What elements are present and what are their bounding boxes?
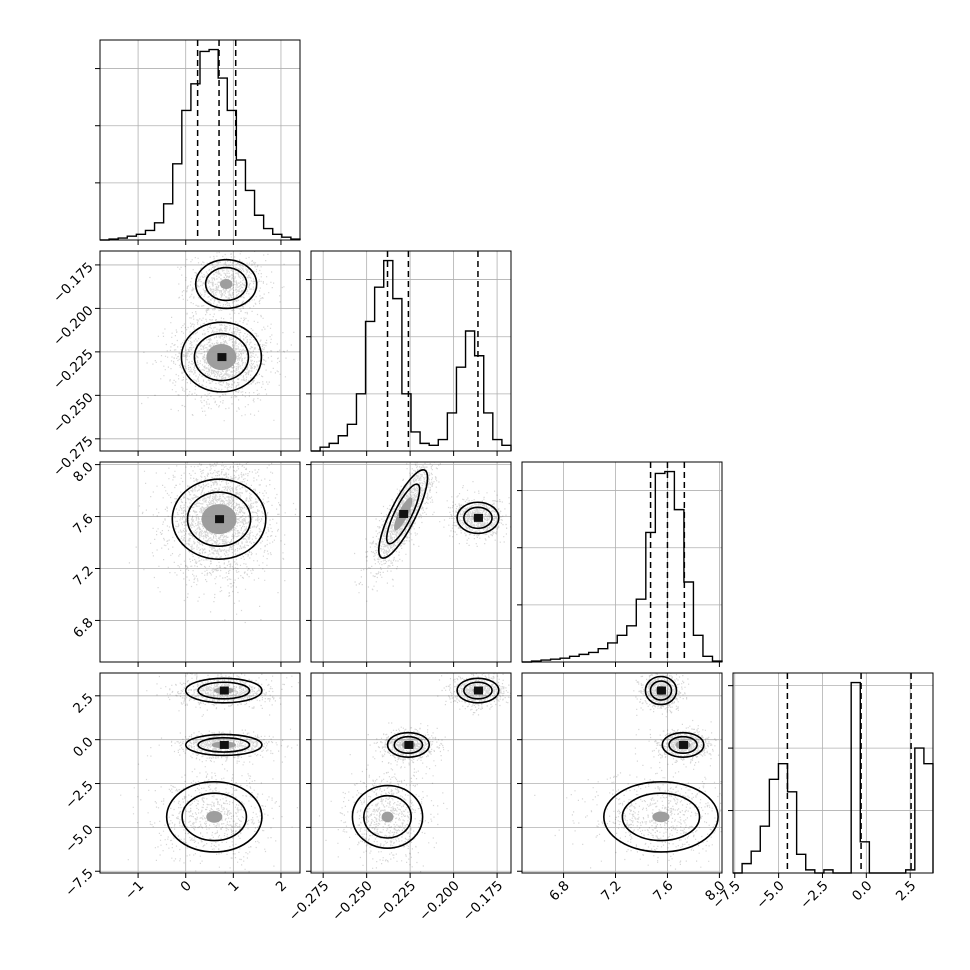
y-tick-label: −0.225 bbox=[50, 346, 97, 393]
density-peak bbox=[473, 686, 483, 695]
density-contour bbox=[649, 680, 673, 701]
density-contour bbox=[184, 733, 263, 757]
density-contour bbox=[351, 784, 424, 849]
density-contour bbox=[194, 258, 258, 310]
density-contour bbox=[463, 506, 493, 530]
density-contour bbox=[456, 501, 500, 535]
density-contour bbox=[165, 780, 263, 853]
density-contour bbox=[661, 731, 705, 759]
x-tick-label: 6.8 bbox=[546, 878, 573, 905]
density-contour bbox=[621, 792, 701, 842]
density-contour bbox=[363, 794, 413, 839]
hist-panel-3: −7.5 −5.0 −2.5 0.0 2.5 bbox=[709, 672, 934, 912]
density-contour bbox=[463, 681, 493, 700]
x-tick-label: 2.5 bbox=[893, 878, 920, 905]
density-contour bbox=[204, 266, 248, 302]
density-peak bbox=[217, 353, 227, 362]
y-tick-label: −5.0 bbox=[62, 822, 96, 856]
density-contour bbox=[386, 731, 431, 759]
x-tick-label: 0.0 bbox=[849, 878, 876, 905]
density-contour bbox=[197, 737, 251, 753]
density-contour bbox=[381, 811, 394, 823]
x-tick-label: −0.175 bbox=[460, 878, 507, 925]
density-peak bbox=[679, 740, 689, 749]
y-tick-label: 6.8 bbox=[70, 615, 97, 642]
density-contour bbox=[171, 478, 267, 560]
density-contour bbox=[378, 468, 429, 559]
y-tick-label: −0.250 bbox=[50, 390, 97, 437]
scatter-points bbox=[128, 462, 297, 624]
hist-panel-2 bbox=[517, 461, 723, 667]
x-tick-label: −2.5 bbox=[797, 878, 831, 912]
scatter-panel-3-1: −0.275−0.250−0.225−0.200−0.175 bbox=[286, 672, 512, 925]
hist-panel-1 bbox=[306, 250, 512, 456]
x-tick-label: −5.0 bbox=[753, 878, 787, 912]
histogram-2 bbox=[522, 470, 723, 663]
density-contour bbox=[186, 491, 252, 547]
density-peak bbox=[404, 740, 414, 749]
y-tick-label: −2.5 bbox=[62, 778, 96, 812]
density-contour bbox=[181, 792, 248, 842]
density-peak bbox=[656, 686, 666, 695]
density-contour bbox=[652, 811, 670, 823]
scatter-panel-2-1 bbox=[306, 461, 512, 667]
density-peak bbox=[399, 509, 409, 518]
x-tick-label: 7.2 bbox=[598, 878, 625, 905]
y-tick-label: 0.0 bbox=[70, 734, 97, 761]
y-tick-label: 7.2 bbox=[70, 563, 97, 590]
histogram-3 bbox=[733, 681, 934, 874]
x-tick-label: −0.250 bbox=[329, 878, 376, 925]
density-peak bbox=[473, 513, 483, 522]
density-contour bbox=[219, 279, 233, 290]
density-contour bbox=[603, 780, 719, 853]
scatter-points bbox=[120, 673, 299, 873]
density-contour bbox=[385, 483, 421, 545]
density-contour bbox=[180, 321, 263, 393]
scatter-panel-2-0: 6.87.27.68.0 bbox=[70, 459, 301, 667]
y-tick-label: −7.5 bbox=[62, 866, 96, 900]
scatter-panel-1-0: −0.275−0.250−0.225−0.200−0.175 bbox=[50, 250, 301, 480]
density-contour bbox=[644, 675, 678, 706]
histogram-0 bbox=[100, 48, 301, 241]
x-tick-label: −0.225 bbox=[373, 878, 420, 925]
x-tick-label: −0.200 bbox=[416, 878, 463, 925]
x-tick-label: 7.6 bbox=[650, 878, 677, 905]
density-contour bbox=[193, 332, 250, 382]
scatter-points bbox=[318, 673, 511, 873]
x-tick-label: −0.275 bbox=[286, 878, 333, 925]
y-tick-label: 2.5 bbox=[70, 690, 97, 717]
density-contour bbox=[184, 677, 263, 704]
density-contour bbox=[456, 677, 500, 704]
y-tick-label: −0.200 bbox=[50, 303, 97, 350]
density-contour bbox=[197, 681, 251, 700]
density-peak bbox=[219, 740, 229, 749]
x-tick-label: 0 bbox=[178, 878, 195, 895]
y-tick-label: 7.6 bbox=[70, 511, 97, 538]
y-tick-label: −0.175 bbox=[50, 259, 97, 306]
scatter-points bbox=[354, 462, 511, 602]
x-tick-label: 1 bbox=[225, 878, 242, 895]
x-tick-label: −1 bbox=[122, 878, 147, 903]
hist-panel-0 bbox=[95, 39, 301, 245]
histogram-1 bbox=[311, 259, 512, 452]
density-contour bbox=[206, 810, 223, 823]
density-contour bbox=[668, 735, 698, 755]
x-tick-label: 2 bbox=[273, 878, 290, 895]
density-peak bbox=[215, 515, 225, 524]
density-contour bbox=[393, 735, 424, 755]
scatter-panel-3-0: −1 0 1 2 −7.5 −5.0 −2.5 0.0 2.5 bbox=[62, 672, 301, 903]
density-peak bbox=[219, 686, 229, 695]
